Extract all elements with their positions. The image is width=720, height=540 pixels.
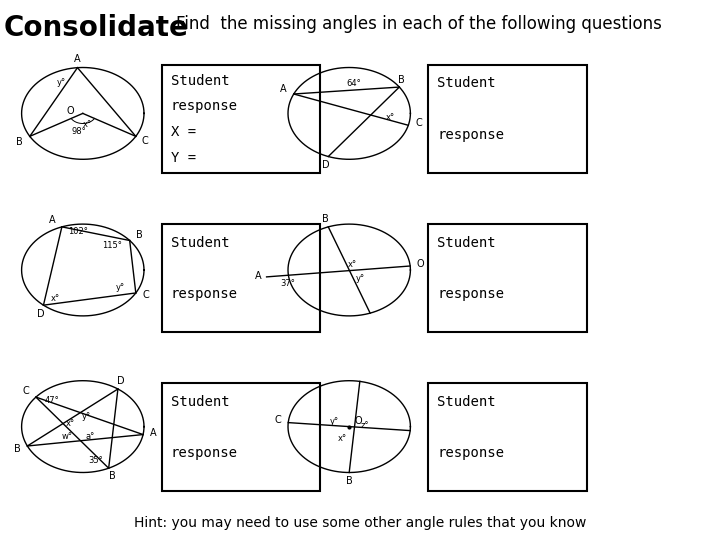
Bar <box>162 65 320 173</box>
Text: O: O <box>66 106 73 116</box>
Text: 98°: 98° <box>72 127 86 136</box>
Text: response: response <box>437 446 504 460</box>
Text: X =: X = <box>171 125 196 139</box>
Text: Student: Student <box>437 395 495 409</box>
Text: w°: w° <box>61 432 73 441</box>
Text: C: C <box>143 290 149 300</box>
Text: 102°: 102° <box>68 227 88 235</box>
Text: y°: y° <box>330 417 339 426</box>
Text: Y =: Y = <box>171 151 196 165</box>
Text: Student: Student <box>437 235 495 249</box>
Text: D: D <box>323 160 330 170</box>
Text: Student: Student <box>171 395 229 409</box>
Text: y°: y° <box>115 283 125 292</box>
Text: C: C <box>415 118 422 128</box>
Text: 47°: 47° <box>45 396 59 405</box>
Text: x°: x° <box>348 260 357 269</box>
Text: y°: y° <box>82 413 91 421</box>
Text: O: O <box>354 416 361 426</box>
Text: B: B <box>346 476 353 486</box>
Bar <box>162 224 320 332</box>
Text: 35°: 35° <box>89 456 103 465</box>
Text: response: response <box>437 287 504 301</box>
Text: A: A <box>48 215 55 225</box>
Text: x°: x° <box>83 120 91 129</box>
Text: Student: Student <box>171 235 229 249</box>
Text: x°: x° <box>338 434 346 443</box>
Text: 115°: 115° <box>102 241 122 251</box>
Text: Student: Student <box>171 74 229 88</box>
Text: A: A <box>74 54 81 64</box>
Text: 37°: 37° <box>281 279 296 288</box>
Text: O: O <box>416 259 424 269</box>
Text: B: B <box>398 75 405 85</box>
Text: Hint: you may need to use some other angle rules that you know: Hint: you may need to use some other ang… <box>134 516 586 530</box>
Text: x°: x° <box>386 113 395 122</box>
Text: x°: x° <box>50 294 60 303</box>
Text: response: response <box>171 99 238 113</box>
Text: A: A <box>280 84 287 93</box>
Text: D: D <box>37 309 45 319</box>
Text: Find  the missing angles in each of the following questions: Find the missing angles in each of the f… <box>176 15 662 33</box>
Bar <box>428 65 587 173</box>
Text: C: C <box>142 136 148 146</box>
Text: B: B <box>109 471 116 481</box>
Bar <box>162 383 320 491</box>
Text: z°: z° <box>361 421 369 430</box>
Text: C: C <box>22 386 30 396</box>
Text: C: C <box>275 415 282 425</box>
Text: A: A <box>255 271 261 281</box>
Text: response: response <box>171 287 238 301</box>
Text: response: response <box>437 127 504 141</box>
Text: D: D <box>117 376 125 386</box>
Text: y°: y° <box>355 274 364 282</box>
Text: a°: a° <box>86 432 94 441</box>
Text: B: B <box>322 214 329 224</box>
Text: B: B <box>17 137 23 147</box>
Text: y°: y° <box>57 78 66 87</box>
Text: B: B <box>136 230 143 240</box>
Text: Consolidate: Consolidate <box>4 14 189 42</box>
Text: 64°: 64° <box>346 79 361 88</box>
Text: A: A <box>150 429 156 438</box>
Text: Student: Student <box>437 76 495 90</box>
Bar <box>428 224 587 332</box>
Text: B: B <box>14 444 21 454</box>
Text: response: response <box>171 446 238 460</box>
Bar <box>428 383 587 491</box>
Text: x°: x° <box>66 420 74 428</box>
